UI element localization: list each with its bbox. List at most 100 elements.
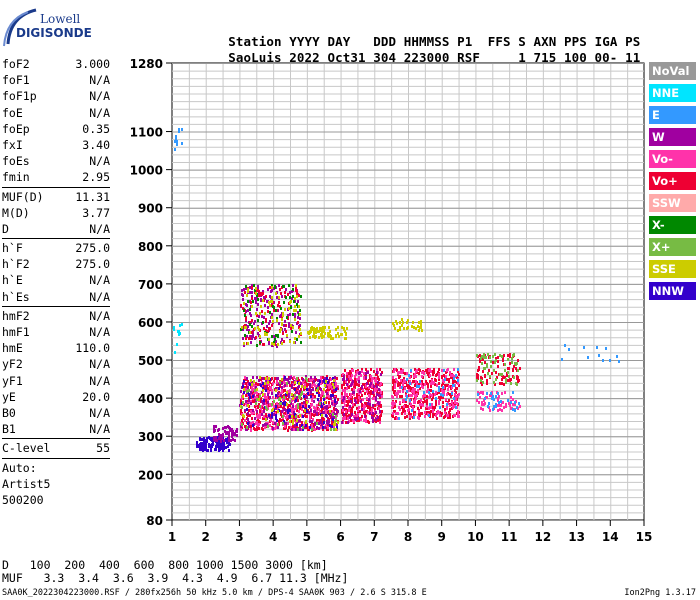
echo-point bbox=[435, 400, 437, 403]
echo-point bbox=[316, 410, 318, 413]
echo-point bbox=[289, 420, 291, 423]
echo-point bbox=[369, 412, 371, 415]
echo-point bbox=[341, 392, 343, 395]
echo-point bbox=[478, 366, 480, 369]
echo-point bbox=[364, 374, 366, 377]
hdr-value-axn: 715 bbox=[533, 50, 557, 65]
echo-point bbox=[457, 410, 459, 413]
echo-point bbox=[212, 443, 214, 446]
echo-point bbox=[365, 387, 367, 390]
echo-point bbox=[247, 386, 249, 389]
echo-point bbox=[439, 398, 441, 401]
echo-point bbox=[272, 320, 274, 323]
echo-point bbox=[404, 416, 406, 419]
echo-point bbox=[442, 392, 444, 395]
echo-point bbox=[277, 426, 279, 429]
echo-point bbox=[481, 362, 483, 365]
echo-point bbox=[358, 380, 360, 383]
echo-point bbox=[414, 413, 416, 416]
echo-point bbox=[435, 391, 437, 394]
echo-point bbox=[421, 375, 423, 378]
echo-point bbox=[361, 403, 363, 406]
echo-point bbox=[368, 386, 370, 389]
echo-point bbox=[240, 409, 242, 412]
echo-point bbox=[285, 409, 287, 412]
distance-value: 1500 bbox=[230, 558, 259, 572]
echo-point bbox=[427, 388, 429, 391]
echo-point bbox=[213, 436, 215, 439]
echo-point bbox=[267, 306, 269, 309]
echo-point bbox=[399, 328, 401, 331]
echo-point bbox=[438, 402, 440, 405]
echo-point bbox=[311, 420, 313, 423]
echo-point bbox=[354, 417, 356, 420]
echo-point bbox=[296, 338, 298, 341]
echo-point bbox=[402, 409, 404, 412]
echo-point bbox=[276, 319, 278, 322]
echo-point bbox=[316, 391, 318, 394]
echo-point bbox=[484, 361, 486, 364]
echo-point bbox=[374, 404, 376, 407]
echo-point bbox=[513, 353, 515, 356]
echo-point bbox=[306, 379, 308, 382]
echo-point bbox=[477, 377, 479, 380]
footer-file-info: SAA0K_2022304223000.RSF / 280fx256h 50 k… bbox=[2, 588, 427, 598]
echo-point bbox=[499, 373, 501, 376]
y-tick-label: 400 bbox=[138, 392, 163, 406]
echo-point bbox=[446, 384, 448, 387]
echo-point bbox=[282, 332, 284, 335]
echo-point bbox=[292, 295, 294, 298]
echo-point bbox=[365, 372, 367, 375]
echo-point bbox=[256, 398, 258, 401]
param-key: foF1p bbox=[2, 89, 37, 104]
echo-point bbox=[303, 424, 305, 427]
echo-point bbox=[393, 370, 395, 373]
echo-point bbox=[299, 317, 301, 320]
echo-point bbox=[372, 414, 374, 417]
echo-point bbox=[397, 329, 399, 332]
echo-point bbox=[272, 421, 274, 424]
echo-point bbox=[399, 386, 401, 389]
echo-point bbox=[343, 397, 345, 400]
legend-item: NNW bbox=[649, 282, 696, 300]
echo-point bbox=[353, 388, 355, 391]
echo-point bbox=[248, 389, 250, 392]
param-separator bbox=[2, 238, 110, 240]
hdr-value-day: Oct31 bbox=[327, 50, 366, 65]
echo-point bbox=[244, 419, 246, 422]
echo-point bbox=[249, 414, 251, 417]
echo-point bbox=[401, 386, 403, 389]
echo-point bbox=[446, 403, 448, 406]
echo-point bbox=[344, 391, 346, 394]
hdr-label-p1: P1 bbox=[457, 34, 473, 49]
echo-point bbox=[392, 378, 394, 381]
echo-point bbox=[246, 377, 248, 380]
echo-point bbox=[342, 406, 344, 409]
param-value: N/A bbox=[89, 105, 110, 120]
echo-point bbox=[514, 409, 516, 412]
x-tick-label: 6 bbox=[336, 530, 344, 544]
echo-point bbox=[232, 430, 234, 433]
echo-point bbox=[290, 402, 292, 405]
y-tick-label: 500 bbox=[138, 354, 163, 368]
echo-point bbox=[441, 384, 443, 387]
echo-point bbox=[283, 396, 285, 399]
echo-point bbox=[335, 328, 337, 331]
echo-point bbox=[270, 419, 272, 422]
echo-point bbox=[267, 288, 269, 291]
echo-point bbox=[175, 135, 177, 138]
echo-point bbox=[421, 329, 423, 332]
echo-point bbox=[431, 403, 433, 406]
echo-point bbox=[451, 386, 453, 389]
echo-point bbox=[267, 390, 269, 393]
echo-point bbox=[372, 391, 374, 394]
echo-point bbox=[279, 418, 281, 421]
echo-point bbox=[457, 379, 459, 382]
echo-point bbox=[369, 377, 371, 380]
echo-point bbox=[452, 404, 454, 407]
echo-point bbox=[455, 374, 457, 377]
echo-point bbox=[255, 386, 257, 389]
echo-point bbox=[335, 388, 337, 391]
param-row: yE 20.0 bbox=[2, 389, 110, 405]
echo-point bbox=[291, 330, 293, 333]
